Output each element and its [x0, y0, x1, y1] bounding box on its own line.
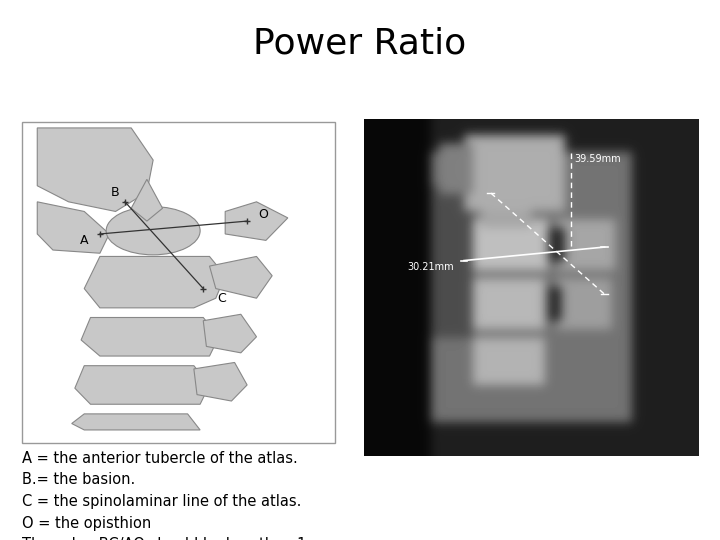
- Bar: [22, 122, 335, 443]
- Polygon shape: [37, 128, 153, 212]
- Polygon shape: [210, 256, 272, 298]
- Polygon shape: [72, 414, 200, 430]
- Text: Power Ratio: Power Ratio: [253, 26, 467, 60]
- Text: A: A: [80, 234, 89, 247]
- Polygon shape: [194, 362, 247, 401]
- Text: O: O: [258, 208, 268, 221]
- Polygon shape: [75, 366, 210, 404]
- Text: normal: normal: [504, 417, 562, 436]
- Text: C: C: [217, 292, 226, 305]
- Text: 30.21mm: 30.21mm: [407, 262, 454, 272]
- Polygon shape: [84, 256, 225, 308]
- Polygon shape: [225, 202, 288, 240]
- Text: 39.59mm: 39.59mm: [575, 154, 621, 164]
- Text: B: B: [112, 186, 120, 199]
- Polygon shape: [81, 318, 219, 356]
- Polygon shape: [37, 202, 109, 253]
- Text: BC/AO = 30.21/39.59 < 1: BC/AO = 30.21/39.59 < 1: [426, 380, 639, 398]
- Polygon shape: [203, 314, 256, 353]
- Polygon shape: [131, 179, 163, 221]
- Ellipse shape: [106, 207, 200, 255]
- Text: A = the anterior tubercle of the atlas.
B.= the basion.
C = the spinolaminar lin: A = the anterior tubercle of the atlas. …: [22, 451, 311, 540]
